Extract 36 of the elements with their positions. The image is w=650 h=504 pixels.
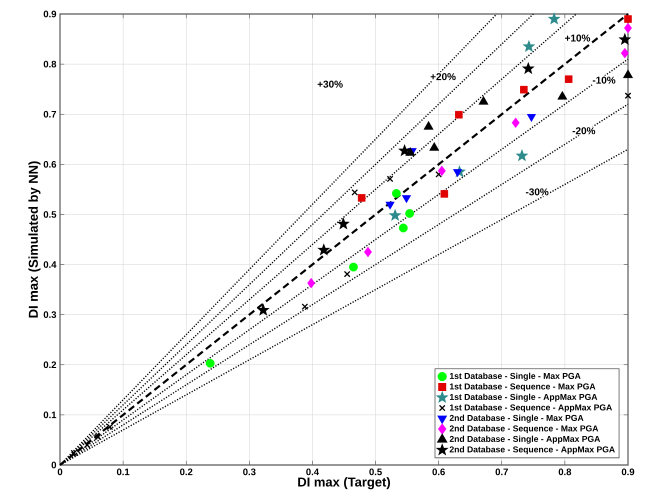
annotation: +30% xyxy=(318,80,343,88)
y-tick-label: 0.3 xyxy=(44,311,56,318)
x-tick-label: 0.8 xyxy=(558,468,572,476)
x-axis-title: DI max (Target) xyxy=(298,477,390,490)
y-tick-label: 0.7 xyxy=(44,110,56,118)
legend-label: 2nd Database - Single - Max PGA xyxy=(450,414,584,423)
x-tick-label: 0.7 xyxy=(496,468,508,476)
y-tick-label: 0 xyxy=(52,462,56,468)
legend-label: 2nd Database - Sequence - Max PGA xyxy=(450,425,598,434)
annotation: +10% xyxy=(565,34,590,42)
annotation: -20% xyxy=(572,127,596,134)
x-tick-label: 0.1 xyxy=(116,468,130,476)
annotation: -10% xyxy=(592,76,616,84)
y-tick-label: 0.9 xyxy=(44,10,56,18)
y-tick-label: 0.8 xyxy=(44,60,56,68)
x-tick-label: 0.6 xyxy=(432,468,445,476)
legend-label: 1st Database - Sequence - Max PGA xyxy=(450,383,596,392)
y-tick-label: 0.1 xyxy=(44,412,56,418)
legend-label: 1st Database - Sequence - AppMax PGA xyxy=(450,404,612,412)
y-tick-label: 0.5 xyxy=(44,211,56,218)
legend-label: 2nd Database - Sequence - AppMax PGA xyxy=(450,446,615,454)
x-tick-label: 0 xyxy=(58,468,62,476)
x-tick-label: 0.2 xyxy=(180,468,192,476)
y-tick-label: 0.2 xyxy=(44,361,56,368)
x-tick-label: 0.4 xyxy=(306,468,319,476)
legend-label: 2nd Database - Single - AppMax PGA xyxy=(450,436,600,444)
x-tick-label: 0.3 xyxy=(243,468,256,476)
x-tick-label: 0.5 xyxy=(369,468,382,476)
y-tick-label: 0.4 xyxy=(44,261,56,268)
legend-label: 1st Database - Single - AppMax PGA xyxy=(450,394,598,402)
legend-label: 1st Database - Single - Max PGA xyxy=(450,372,581,381)
x-tick-label: 0.9 xyxy=(622,468,634,476)
y-tick-label: 0.6 xyxy=(44,160,56,168)
annotation: -30% xyxy=(526,188,548,196)
y-axis-title: DI max (Simulated by NN) xyxy=(28,161,40,318)
annotation: +20% xyxy=(430,73,456,80)
